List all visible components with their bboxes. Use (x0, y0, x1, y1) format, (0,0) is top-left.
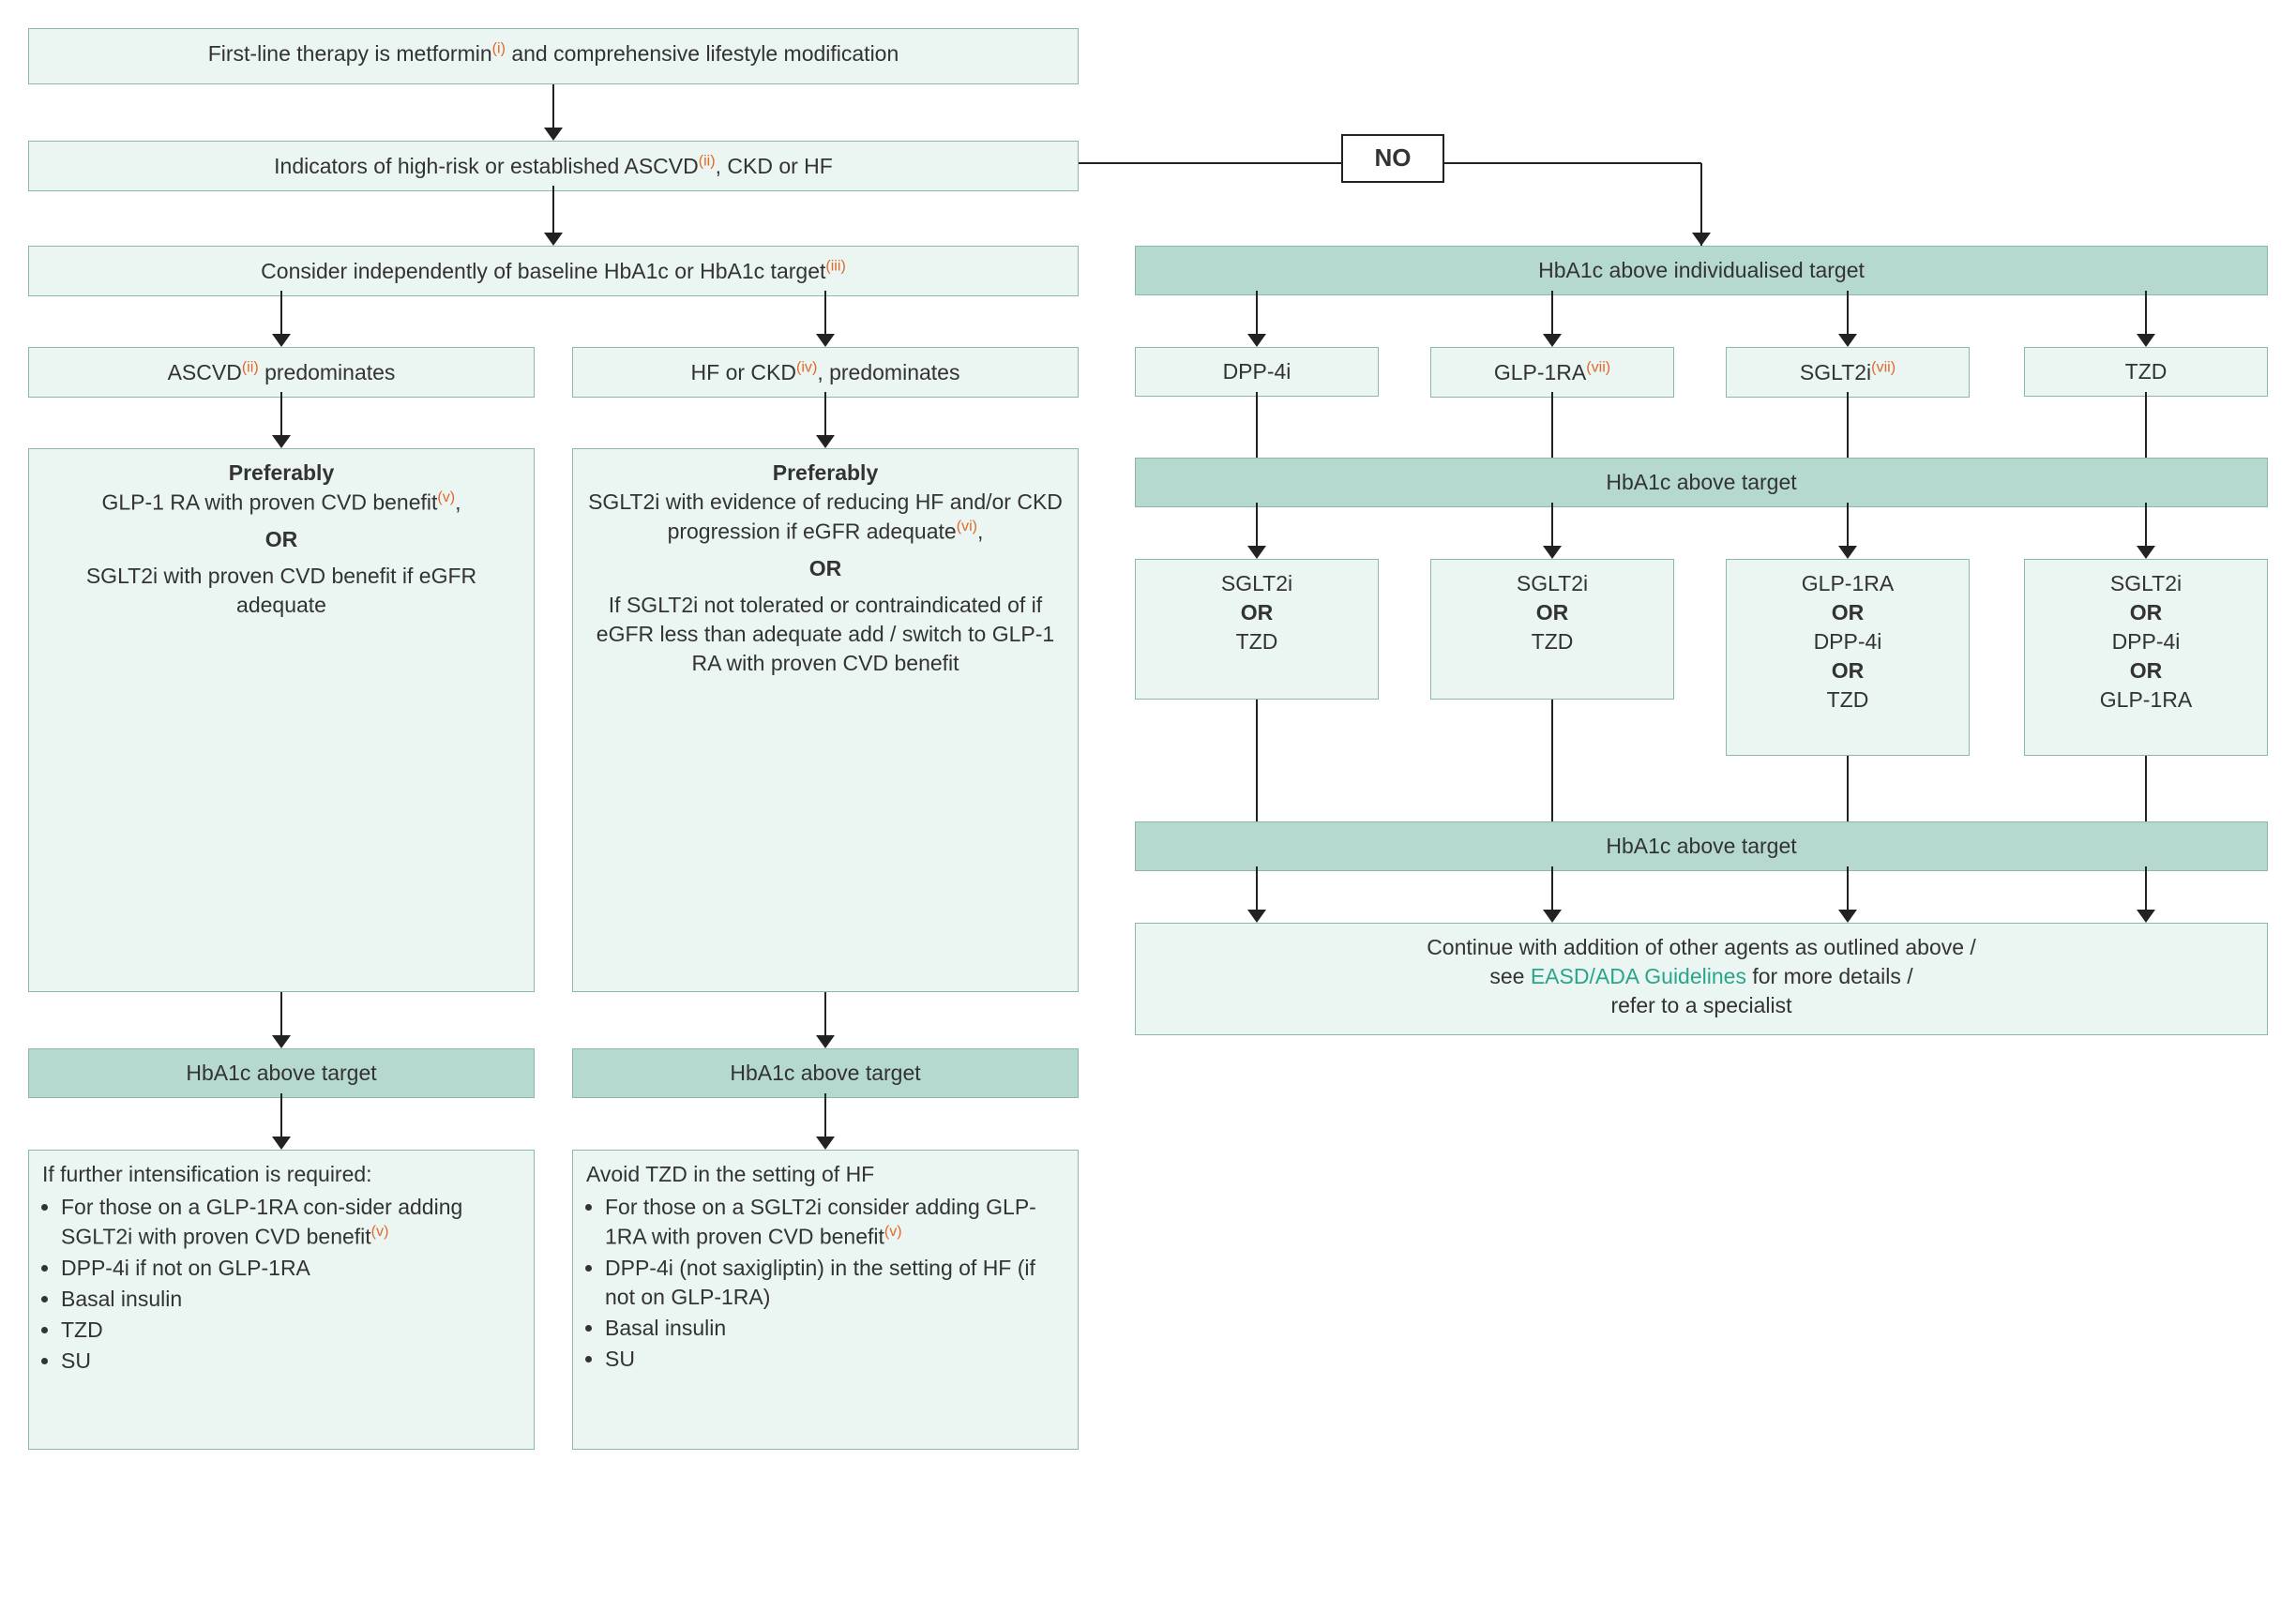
bullet: DPP-4i (not saxigliptin) in the setting … (605, 1254, 1065, 1312)
box-dpp4i: DPP-4i (1135, 347, 1379, 397)
box-consider: Consider independently of baseline HbA1c… (28, 246, 1079, 296)
line: TZD (1740, 685, 1956, 715)
bullet: For those on a SGLT2i consider adding GL… (605, 1193, 1065, 1252)
box-opt3: GLP-1RAORDPP-4iORTZD (1726, 559, 1970, 756)
easd-ada-link[interactable]: EASD/ADA Guidelines (1531, 964, 1746, 988)
line: TZD (1149, 627, 1365, 656)
bullet: TZD (61, 1316, 521, 1345)
line: OR (2038, 598, 2254, 627)
lead: Avoid TZD in the setting of HF (586, 1160, 1065, 1189)
line: SGLT2i (1444, 569, 1660, 598)
bullet: Basal insulin (61, 1285, 521, 1314)
text: SGLT2i(vii) (1800, 360, 1896, 384)
line: OR (2038, 656, 2254, 685)
bullet: SU (61, 1347, 521, 1376)
box-preferably-hfckd: Preferably SGLT2i with evidence of reduc… (572, 448, 1079, 992)
line: TZD (1444, 627, 1660, 656)
or-label: OR (42, 525, 521, 554)
bullet: Basal insulin (605, 1314, 1065, 1343)
text: TZD (2125, 359, 2168, 384)
box-intensification-a: If further intensification is required: … (28, 1150, 535, 1450)
text: GLP-1RA(vii) (1494, 360, 1610, 384)
line: OR (1149, 598, 1365, 627)
box-tzd: TZD (2024, 347, 2268, 397)
box-hba1c-above-1: HbA1c above target (1135, 458, 2268, 507)
line: OR (1740, 598, 1956, 627)
line1: GLP-1 RA with proven CVD benefit(v), (42, 488, 521, 518)
box-continue: Continue with addition of other agents a… (1135, 923, 2268, 1035)
line: DPP-4i (1740, 627, 1956, 656)
bullets: For those on a GLP-1RA con-sider adding … (42, 1193, 521, 1376)
box-ascvd: ASCVD(ii) predominates (28, 347, 535, 398)
text: HbA1c above target (1606, 470, 1796, 494)
bullets: For those on a SGLT2i consider adding GL… (586, 1193, 1065, 1374)
bullet: DPP-4i if not on GLP-1RA (61, 1254, 521, 1283)
line: DPP-4i (2038, 627, 2254, 656)
box-opt1: SGLT2iORTZD (1135, 559, 1379, 700)
line: SGLT2i (1149, 569, 1365, 598)
line3: refer to a specialist (1149, 991, 2254, 1020)
text: HbA1c above individualised target (1538, 258, 1865, 282)
preferably-label: Preferably (586, 459, 1065, 488)
no-decision-box: NO (1341, 134, 1444, 183)
text: ASCVD(ii) predominates (168, 360, 396, 384)
line: OR (1740, 656, 1956, 685)
preferably-label: Preferably (42, 459, 521, 488)
line: GLP-1RA (1740, 569, 1956, 598)
box-hba1c-left-a: HbA1c above target (28, 1048, 535, 1098)
line: SGLT2i (2038, 569, 2254, 598)
box-hba1c-above-2: HbA1c above target (1135, 821, 2268, 871)
bullet: For those on a GLP-1RA con-sider adding … (61, 1193, 521, 1252)
no-label: NO (1375, 143, 1412, 172)
line1: Continue with addition of other agents a… (1149, 933, 2254, 962)
box-opt2: SGLT2iORTZD (1430, 559, 1674, 700)
box-hba1c-individualised: HbA1c above individualised target (1135, 246, 2268, 295)
box-opt4: SGLT2iORDPP-4iORGLP-1RA (2024, 559, 2268, 756)
line: GLP-1RA (2038, 685, 2254, 715)
box-firstline: First-line therapy is metformin(i) and c… (28, 28, 1079, 84)
line2: see EASD/ADA Guidelines for more details… (1149, 962, 2254, 991)
line: OR (1444, 598, 1660, 627)
box-hba1c-left-b: HbA1c above target (572, 1048, 1079, 1098)
lead: If further intensification is required: (42, 1160, 521, 1189)
box-intensification-b: Avoid TZD in the setting of HF For those… (572, 1150, 1079, 1450)
text: Indicators of high-risk or established A… (274, 154, 833, 178)
text: HbA1c above target (1606, 834, 1796, 858)
text: HF or CKD(iv), predominates (691, 360, 960, 384)
box-hfckd: HF or CKD(iv), predominates (572, 347, 1079, 398)
box-glp1ra: GLP-1RA(vii) (1430, 347, 1674, 398)
text: HbA1c above target (186, 1061, 376, 1085)
text: DPP-4i (1223, 359, 1292, 384)
bullet: SU (605, 1345, 1065, 1374)
box-sglt2i: SGLT2i(vii) (1726, 347, 1970, 398)
box-indicators: Indicators of high-risk or established A… (28, 141, 1079, 191)
line2: SGLT2i with proven CVD benefit if eGFR a… (42, 562, 521, 620)
text: First-line therapy is metformin(i) and c… (208, 41, 899, 66)
box-preferably-ascvd: Preferably GLP-1 RA with proven CVD bene… (28, 448, 535, 992)
text: Consider independently of baseline HbA1c… (261, 259, 846, 283)
or-label: OR (586, 554, 1065, 583)
text: HbA1c above target (730, 1061, 920, 1085)
line2: If SGLT2i not tolerated or contraindicat… (586, 591, 1065, 678)
line1: SGLT2i with evidence of reducing HF and/… (586, 488, 1065, 547)
